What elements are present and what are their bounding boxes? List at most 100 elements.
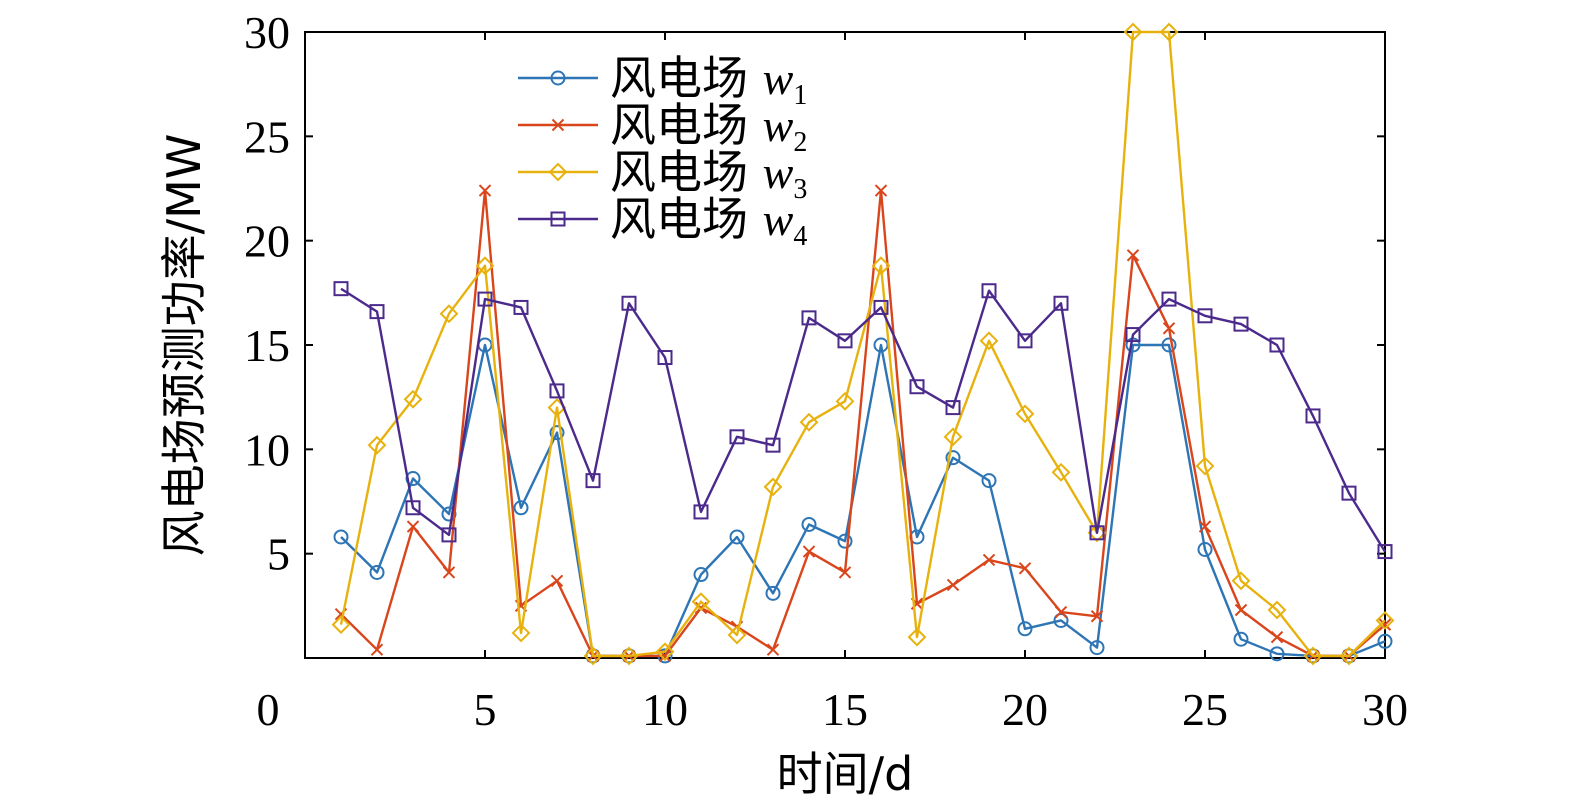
data-point — [1051, 462, 1071, 482]
legend-label: 风电场 w3 — [610, 145, 807, 205]
data-point — [729, 429, 745, 445]
data-point — [369, 564, 385, 580]
data-point — [442, 566, 456, 579]
data-point — [1087, 523, 1107, 543]
data-point — [1377, 544, 1393, 560]
data-point — [1161, 337, 1177, 353]
y-tick-label: 15 — [244, 320, 290, 371]
data-point — [475, 256, 495, 276]
data-point — [513, 500, 529, 516]
legend-entry: 风电场 w1 — [518, 51, 807, 111]
data-point — [1303, 646, 1323, 666]
data-point — [981, 473, 997, 489]
data-point — [874, 184, 888, 197]
data-point — [1053, 612, 1069, 628]
data-point — [1377, 633, 1393, 649]
data-point — [439, 304, 459, 324]
legend-label: 风电场 w2 — [610, 98, 807, 158]
data-point — [1195, 456, 1215, 476]
data-point — [621, 295, 637, 311]
data-point — [585, 473, 601, 489]
data-point — [1125, 327, 1141, 343]
data-point — [1017, 333, 1033, 349]
data-point — [765, 437, 781, 453]
y-tick-label: 5 — [267, 529, 290, 580]
x-tick-label: 5 — [474, 684, 497, 735]
data-point — [729, 529, 745, 545]
y-tick-label: 20 — [244, 216, 290, 267]
data-point — [655, 642, 675, 662]
data-point — [513, 299, 529, 315]
x-tick-label: 20 — [1002, 684, 1048, 735]
data-point — [766, 643, 780, 656]
data-point — [1197, 541, 1213, 557]
data-point — [763, 477, 783, 497]
data-point — [871, 256, 891, 276]
data-point — [945, 400, 961, 416]
data-point — [370, 643, 384, 656]
data-point — [1126, 249, 1140, 262]
data-point — [837, 333, 853, 349]
data-point — [1234, 603, 1248, 617]
data-point — [1231, 571, 1251, 591]
data-point — [550, 211, 566, 227]
data-point — [1089, 640, 1105, 656]
series-group — [331, 22, 1395, 666]
data-point — [693, 567, 709, 583]
data-point — [873, 299, 889, 315]
data-point — [441, 527, 457, 543]
data-point — [1162, 322, 1176, 335]
data-point — [1270, 630, 1284, 644]
data-point — [837, 533, 853, 549]
data-point — [369, 304, 385, 320]
data-point — [333, 281, 349, 297]
data-point — [1054, 605, 1068, 619]
data-point — [1375, 611, 1395, 630]
data-point — [799, 412, 819, 432]
data-point — [405, 500, 421, 516]
data-point — [511, 623, 531, 643]
x-tick-label: 0 — [257, 684, 280, 735]
data-point — [1161, 291, 1177, 307]
data-point — [979, 331, 999, 351]
data-point — [1123, 22, 1143, 42]
x-axis-label: 时间/d — [777, 747, 914, 801]
y-tick-label: 25 — [244, 111, 290, 162]
data-point — [1341, 485, 1357, 501]
data-point — [1233, 316, 1249, 332]
y-axis-label: 风电场预测功率/MW — [157, 134, 211, 557]
data-point — [838, 566, 852, 579]
x-tick-label: 25 — [1182, 684, 1228, 735]
data-point — [549, 425, 565, 441]
data-point — [1267, 600, 1287, 620]
data-point — [1159, 22, 1179, 42]
data-point — [551, 118, 565, 132]
series-line — [340, 343, 1386, 658]
series-4 — [333, 281, 1393, 560]
data-point — [765, 585, 781, 601]
series-3 — [331, 22, 1395, 666]
data-point — [657, 350, 673, 366]
data-point — [1233, 631, 1249, 647]
data-point — [1015, 404, 1035, 424]
data-point — [835, 391, 855, 411]
data-point — [1378, 618, 1392, 631]
data-point — [727, 625, 747, 645]
data-point — [331, 615, 351, 635]
legend-label: 风电场 w1 — [610, 51, 807, 111]
data-point — [907, 627, 927, 647]
y-tick-label: 30 — [244, 7, 290, 58]
data-point — [982, 553, 996, 567]
data-point — [801, 516, 817, 532]
data-point — [583, 646, 603, 666]
tick-labels: 0 5 10 15 20 25 30 5 10 15 20 25 30 — [244, 7, 1408, 735]
series-line — [340, 189, 1386, 658]
data-point — [367, 435, 387, 455]
data-point — [1269, 646, 1285, 662]
data-point — [550, 574, 564, 588]
data-point — [945, 450, 961, 466]
data-point — [1017, 621, 1033, 637]
legend-entry: 风电场 w3 — [518, 145, 807, 205]
data-point — [691, 592, 711, 612]
data-point — [1197, 308, 1213, 324]
